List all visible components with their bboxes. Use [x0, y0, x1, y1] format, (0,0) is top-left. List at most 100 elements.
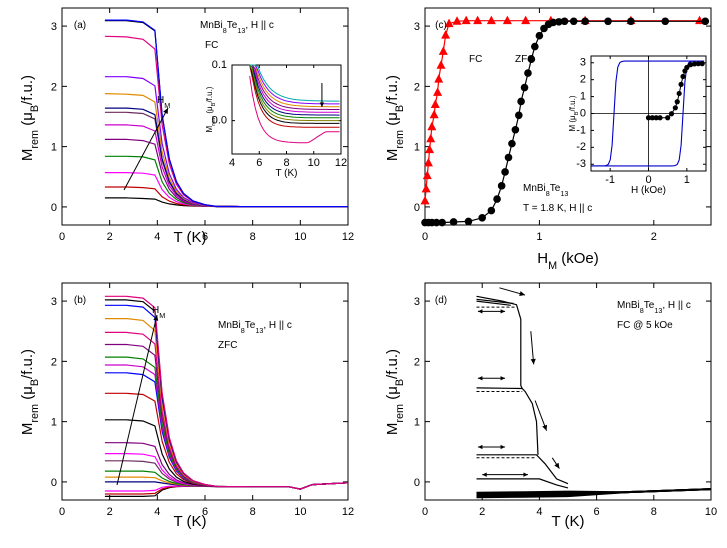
- x-tick-label: 10: [294, 506, 306, 518]
- y-axis-label: Mrem (μB/f.u.): [384, 75, 406, 161]
- inset-series-8: [249, 64, 340, 108]
- y-tick-label: 2: [414, 81, 420, 93]
- arrow-line: [530, 331, 535, 365]
- arrow-head: [530, 358, 536, 365]
- arrow-head: [500, 376, 506, 381]
- fc-point: [429, 109, 439, 119]
- zfc-point: [560, 17, 569, 26]
- panel-label: (d): [435, 295, 447, 306]
- x-tick-label: 4: [154, 506, 160, 518]
- zfc-point: [504, 153, 513, 162]
- x-tick-label: 1: [684, 174, 690, 186]
- y-tick-label: 0: [414, 477, 420, 489]
- fc-point: [444, 18, 454, 28]
- arrow-head: [554, 462, 560, 469]
- series-line-12: [104, 19, 348, 208]
- annotation-sample: MnBi8Te13, H || c: [617, 300, 691, 315]
- fc-point: [422, 170, 432, 180]
- arrow-head: [523, 472, 528, 477]
- fc-point: [427, 121, 437, 131]
- inset-loop-down: [591, 60, 705, 167]
- zfc-point: [701, 17, 710, 26]
- inset-zfc-point: [672, 105, 678, 111]
- y-tick-label: 0: [580, 107, 586, 119]
- inset-zfc-point: [684, 64, 690, 71]
- annotation-sample: MnBi8Te13, H || c: [218, 320, 292, 335]
- y-tick-label: 3: [51, 21, 57, 33]
- y-tick-label: -3: [576, 158, 586, 170]
- inset-zfc-point: [653, 115, 659, 121]
- x-tick-label: 12: [335, 157, 347, 169]
- x-tick-label: 10: [294, 231, 306, 243]
- inset-zfc-point: [676, 90, 682, 97]
- inset-zfc-point: [699, 61, 705, 67]
- inset-y-label: M (μB/f.u.): [568, 95, 580, 131]
- arrow-head: [519, 291, 526, 297]
- inset-zfc-point: [695, 61, 701, 67]
- x-tick-label: 2: [107, 231, 113, 243]
- series-line-4: [104, 476, 349, 490]
- fc-point: [420, 195, 430, 205]
- zfc-point: [464, 217, 473, 226]
- x-tick-label: 2: [651, 231, 657, 243]
- fc-point: [473, 15, 483, 25]
- fc-point: [421, 183, 431, 193]
- inset-series-5: [249, 64, 340, 116]
- y-tick-label: 2: [580, 74, 586, 86]
- inset-series-7: [249, 64, 340, 110]
- inset-zfc-point: [691, 61, 698, 67]
- inset-series-4: [249, 64, 340, 119]
- y-tick-label: 1: [51, 417, 57, 429]
- fc-point: [441, 30, 451, 39]
- zfc-point: [604, 17, 612, 26]
- x-axis-label: T (K): [173, 513, 206, 530]
- annotation-hm: HM: [152, 305, 165, 320]
- legend-fc: FC: [469, 54, 482, 65]
- fc-point: [425, 144, 435, 154]
- inset-series-0: [249, 76, 340, 144]
- x-tick-label: -1: [605, 174, 615, 186]
- inset-zfc-point: [645, 115, 652, 121]
- x-axis-label: T (K): [551, 513, 584, 530]
- zfc-point: [661, 17, 670, 26]
- x-tick-label: 10: [308, 157, 320, 169]
- fc-point: [423, 157, 433, 167]
- zfc-point: [527, 55, 536, 64]
- y-tick-label: 2: [51, 356, 57, 368]
- arrow-head: [477, 376, 483, 381]
- plot-frame: [61, 282, 349, 501]
- inset-series-10: [249, 64, 340, 102]
- zfc-point: [449, 218, 458, 226]
- zfc-point: [432, 218, 441, 227]
- series-line-2: [104, 172, 348, 208]
- inset-zfc-point: [680, 73, 686, 80]
- plot-frame: [424, 7, 712, 226]
- y-tick-label: 0.1: [212, 59, 227, 71]
- inset-loop-up: [591, 60, 705, 167]
- fc-point: [438, 46, 448, 55]
- y-axis-label: Mrem (μB/f.u.): [384, 349, 406, 435]
- inset-series-9: [249, 64, 340, 105]
- y-tick-label: 2: [414, 356, 420, 368]
- arrow-head: [542, 424, 548, 431]
- x-tick-label: 0: [59, 506, 65, 518]
- y-tick-label: 0: [51, 477, 57, 489]
- fc-point: [486, 15, 496, 25]
- x-tick-label: 12: [342, 231, 354, 243]
- zfc-point: [569, 17, 578, 26]
- curve-step-2: [476, 387, 539, 455]
- inset-zfc-point: [649, 115, 655, 121]
- x-axis-label: HM (kOe): [537, 250, 599, 272]
- fc-point: [430, 99, 440, 108]
- y-tick-label: 1: [51, 142, 57, 154]
- x-tick-label: 0: [422, 506, 428, 518]
- annotation-fc: FC @ 5 kOe: [617, 320, 673, 331]
- inset-zfc-point: [678, 81, 684, 87]
- inset-zfc-point: [674, 99, 680, 105]
- curve-step-1: [476, 295, 523, 389]
- fc-point: [436, 60, 446, 69]
- annotation-zfc: ZFC: [218, 340, 237, 351]
- x-tick-label: 6: [594, 506, 600, 518]
